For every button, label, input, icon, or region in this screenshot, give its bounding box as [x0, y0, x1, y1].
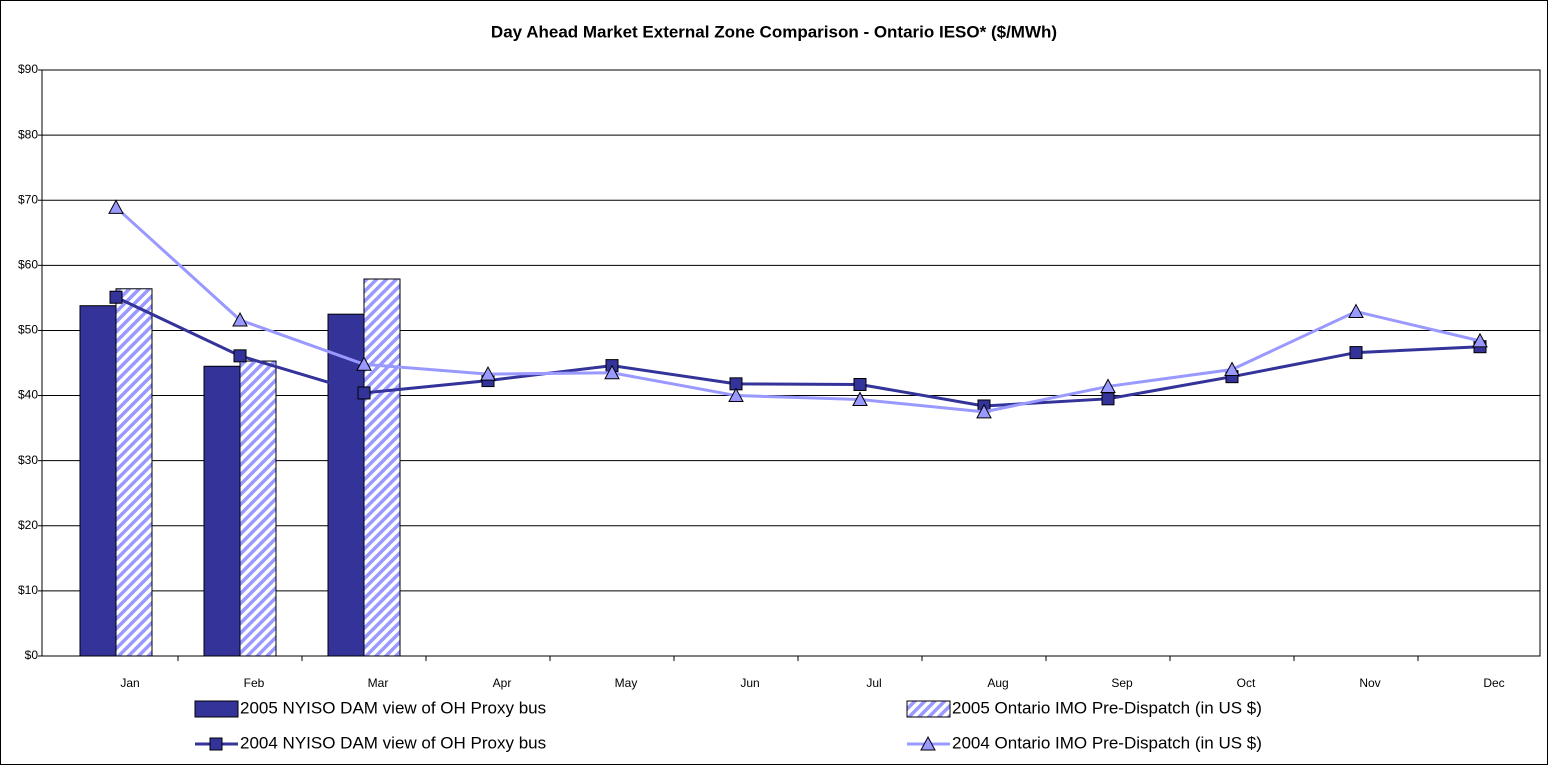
legend-marker [920, 735, 936, 751]
marker [852, 391, 868, 406]
y-tick-label: $60 [18, 258, 38, 272]
x-tick-label: Sep [1111, 676, 1133, 690]
x-tick-label: Oct [1237, 676, 1256, 690]
line [115, 295, 1481, 408]
legend-label: 2005 Ontario IMO Pre-Dispatch (in US $) [952, 698, 1262, 717]
legend-swatch [906, 700, 951, 718]
bar [115, 288, 153, 657]
legend-label: 2005 NYISO DAM view of OH Proxy bus [240, 698, 546, 717]
y-tick-label: $0 [25, 648, 39, 662]
y-tick-label: $40 [18, 388, 38, 402]
x-tick-label: Aug [987, 676, 1008, 690]
bar [327, 313, 365, 657]
x-tick-label: Dec [1483, 676, 1504, 690]
plot-area [41, 69, 1541, 657]
x-tick-label: Feb [244, 676, 265, 690]
marker [233, 349, 247, 363]
marker [1472, 332, 1488, 348]
marker [480, 366, 496, 381]
marker [109, 290, 123, 304]
line [114, 206, 1481, 414]
y-tick-label: $90 [18, 62, 38, 76]
y-tick-label: $50 [18, 323, 38, 337]
y-tick-label: $10 [18, 583, 38, 597]
marker [853, 377, 867, 391]
legend-label: 2004 Ontario IMO Pre-Dispatch (in US $) [952, 733, 1262, 752]
marker [604, 364, 620, 380]
legend-swatch [194, 700, 239, 718]
x-tick-label: Jul [866, 676, 881, 690]
x-tick-label: Nov [1359, 676, 1380, 690]
x-tick-label: Mar [368, 676, 389, 690]
y-tick-label: $30 [18, 453, 38, 467]
y-tick-label: $80 [18, 127, 38, 141]
legend-marker [209, 737, 223, 751]
marker [976, 403, 992, 419]
chart-title: Day Ahead Market External Zone Compariso… [491, 22, 1057, 41]
y-tick-label: $70 [18, 192, 38, 206]
marker [1348, 303, 1364, 319]
marker [1100, 378, 1116, 393]
x-tick-label: May [615, 676, 638, 690]
x-tick-label: Jun [740, 676, 759, 690]
bar [363, 278, 401, 657]
marker [1349, 346, 1363, 360]
marker [357, 386, 371, 400]
marker [356, 356, 372, 371]
marker [728, 387, 744, 403]
bar [203, 365, 241, 657]
legend-label: 2004 NYISO DAM view of OH Proxy bus [240, 733, 546, 752]
marker [1224, 361, 1240, 377]
x-tick-label: Apr [493, 676, 512, 690]
bar [239, 360, 277, 657]
y-tick-label: $20 [18, 518, 38, 532]
x-tick-label: Jan [120, 676, 139, 690]
marker [232, 311, 248, 327]
marker [108, 199, 124, 214]
marker [1101, 392, 1115, 406]
bar [79, 305, 117, 657]
